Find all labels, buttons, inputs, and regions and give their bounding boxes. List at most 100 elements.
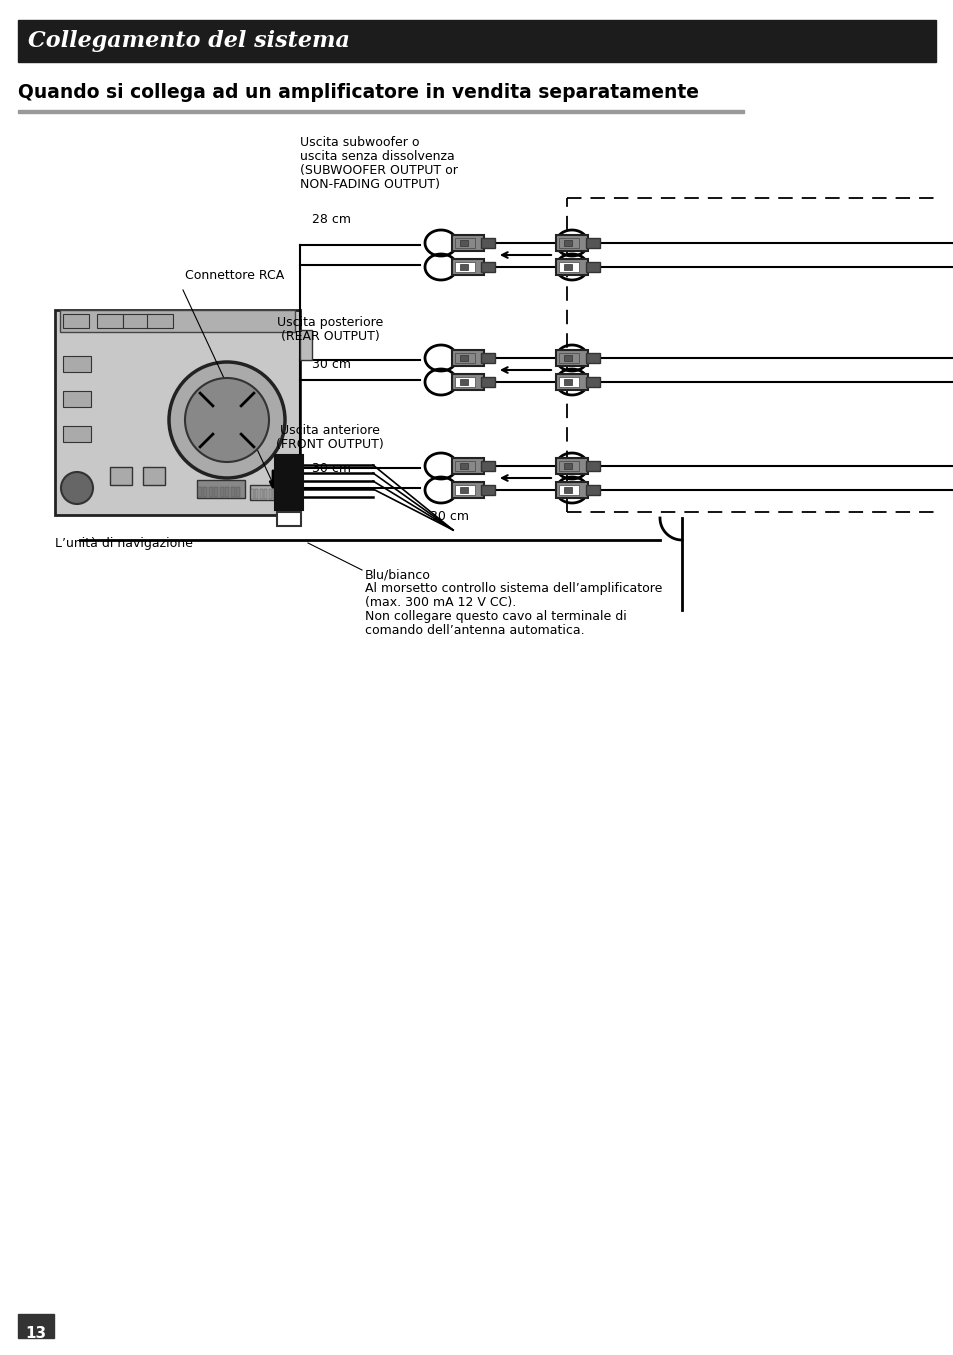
Bar (459, 379, 468, 385)
Bar (455, 354, 475, 363)
Bar (274, 489, 276, 499)
Text: Non collegare questo cavo al terminale di: Non collegare questo cavo al terminale d… (365, 610, 626, 623)
Text: Connettore RCA: Connettore RCA (185, 270, 284, 282)
Bar (455, 262, 475, 272)
Bar (459, 355, 468, 360)
Bar (452, 259, 483, 275)
Bar (563, 264, 572, 270)
Bar (276, 512, 301, 526)
Text: 30 cm: 30 cm (430, 509, 469, 523)
Bar (556, 350, 587, 366)
Bar (97, 314, 123, 328)
Bar (455, 485, 475, 495)
Bar (264, 489, 267, 499)
Bar (556, 234, 587, 251)
Bar (480, 485, 495, 495)
Bar (455, 238, 475, 248)
Bar (459, 486, 468, 493)
Bar (585, 262, 599, 272)
Bar (63, 392, 91, 406)
Bar (198, 486, 202, 497)
Text: comando dell’antenna automatica.: comando dell’antenna automatica. (365, 625, 584, 637)
Text: Uscita posteriore: Uscita posteriore (276, 316, 383, 329)
Text: Quando si collega ad un amplificatore in vendita separatamente: Quando si collega ad un amplificatore in… (18, 83, 699, 102)
Text: 13: 13 (26, 1327, 47, 1341)
Bar (459, 463, 468, 469)
Bar (214, 486, 218, 497)
Bar (18, 20, 935, 62)
Bar (585, 485, 599, 495)
Bar (287, 489, 290, 499)
Bar (558, 377, 578, 388)
Bar (452, 234, 483, 251)
Bar (452, 350, 483, 366)
Bar (585, 238, 599, 248)
Bar (282, 489, 285, 499)
Bar (274, 455, 303, 509)
Circle shape (61, 472, 92, 504)
Bar (480, 238, 495, 248)
Bar (459, 240, 468, 247)
Bar (556, 458, 587, 474)
Text: Al morsetto controllo sistema dell’amplificatore: Al morsetto controllo sistema dell’ampli… (365, 583, 661, 595)
Circle shape (185, 378, 269, 462)
Bar (123, 314, 149, 328)
Bar (231, 486, 234, 497)
Bar (563, 379, 572, 385)
Bar (558, 354, 578, 363)
Bar (209, 486, 213, 497)
Text: (REAR OUTPUT): (REAR OUTPUT) (280, 331, 379, 343)
Bar (563, 463, 572, 469)
Text: (max. 300 mA 12 V CC).: (max. 300 mA 12 V CC). (365, 596, 516, 608)
Bar (18, 1314, 54, 1337)
Circle shape (169, 362, 285, 478)
Bar (269, 489, 272, 499)
Text: 30 cm: 30 cm (312, 462, 351, 476)
Bar (459, 264, 468, 270)
Bar (203, 486, 208, 497)
Bar (55, 310, 299, 515)
Bar (110, 467, 132, 485)
Bar (558, 262, 578, 272)
Text: Blu/bianco: Blu/bianco (365, 568, 431, 581)
Text: Collegamento del sistema: Collegamento del sistema (28, 30, 350, 51)
Bar (18, 110, 743, 112)
Bar (236, 486, 240, 497)
Text: uscita senza dissolvenza: uscita senza dissolvenza (299, 150, 455, 163)
Bar (556, 374, 587, 390)
Bar (558, 485, 578, 495)
Bar (556, 482, 587, 499)
Bar (452, 458, 483, 474)
Bar (480, 354, 495, 363)
Bar (255, 489, 258, 499)
Bar (585, 461, 599, 472)
Bar (147, 314, 172, 328)
Text: 30 cm: 30 cm (312, 358, 351, 371)
Bar (455, 377, 475, 388)
Bar (220, 486, 224, 497)
Bar (558, 461, 578, 472)
Bar (455, 461, 475, 472)
Bar (251, 489, 253, 499)
Bar (452, 482, 483, 499)
Bar (563, 486, 572, 493)
Bar (558, 238, 578, 248)
Bar (299, 331, 312, 360)
Bar (277, 489, 281, 499)
Text: (SUBWOOFER OUTPUT or: (SUBWOOFER OUTPUT or (299, 164, 457, 178)
Bar (260, 489, 263, 499)
Bar (585, 377, 599, 388)
Bar (556, 259, 587, 275)
Bar (63, 356, 91, 373)
Bar (60, 310, 294, 332)
Bar (452, 374, 483, 390)
Bar (585, 354, 599, 363)
Text: 28 cm: 28 cm (312, 213, 351, 226)
Bar (225, 486, 230, 497)
Bar (480, 377, 495, 388)
Bar (563, 240, 572, 247)
Bar (196, 480, 245, 499)
Bar (250, 485, 294, 500)
Bar (143, 467, 165, 485)
Bar (480, 262, 495, 272)
